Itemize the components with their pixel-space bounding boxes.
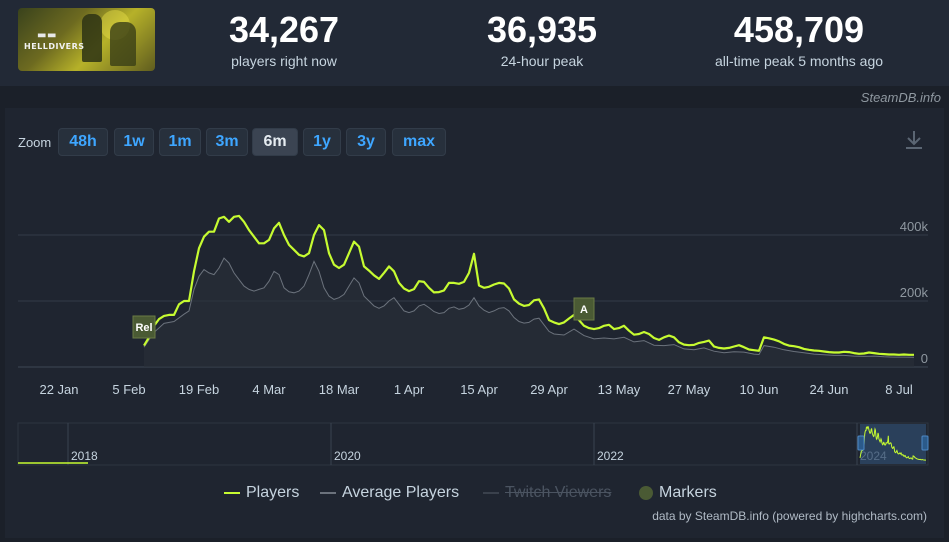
legend-swatch xyxy=(224,492,240,494)
stat-all-time-peak: 458,709 all-time peak 5 months ago xyxy=(690,10,908,70)
chart-markers: Rel A xyxy=(132,297,595,339)
logo-mark-icon: ▬▬ xyxy=(37,30,57,41)
navigator-year-label: 2018 xyxy=(71,449,98,463)
thumbnail-figure xyxy=(82,14,102,62)
x-tick-label: 18 Mar xyxy=(319,382,360,397)
marker-box xyxy=(132,315,156,339)
average-area-fill xyxy=(144,258,914,367)
legend-swatch xyxy=(483,492,499,494)
y-tick-label: 400k xyxy=(900,219,929,234)
y-tick-label: 200k xyxy=(900,285,929,300)
average-players-line xyxy=(143,257,915,358)
zoom-label: Zoom xyxy=(18,135,52,150)
stat-value: 36,935 xyxy=(486,9,598,50)
y-axis-ticks: 0 200k 400k xyxy=(900,219,929,366)
x-tick-label: 4 Mar xyxy=(252,382,286,397)
x-tick-label: 10 Jun xyxy=(739,382,778,397)
x-tick-label: 1 Apr xyxy=(394,382,425,397)
marker-label: Rel xyxy=(135,322,152,334)
navigator-year-label: 2020 xyxy=(334,449,361,463)
stat-label: 24-hour peak xyxy=(500,53,584,69)
range-navigator[interactable]: 2018202020222024 xyxy=(17,422,929,466)
stat-label: all-time peak 5 months ago xyxy=(714,53,884,69)
zoom-48h-button[interactable]: 48h xyxy=(58,128,108,156)
legend-label: Players xyxy=(246,484,300,501)
navigator-mini-line xyxy=(859,425,926,461)
stat-label: players right now xyxy=(231,53,337,69)
zoom-1m-button[interactable]: 1m xyxy=(159,128,201,156)
x-tick-label: 24 Jun xyxy=(809,382,848,397)
y-tick-label: 0 xyxy=(921,351,928,366)
legend-markers[interactable]: Markers xyxy=(639,484,717,502)
zoom-3y-button[interactable]: 3y xyxy=(346,128,386,156)
x-tick-label: 22 Jan xyxy=(39,382,78,397)
x-tick-label: 13 May xyxy=(598,382,641,397)
game-logo: ▬▬ HELLDIVERS xyxy=(24,30,85,51)
legend-label: Markers xyxy=(659,484,717,501)
zoom-1y-button[interactable]: 1y xyxy=(303,128,341,156)
stat-players-now: 34,267 players right now xyxy=(190,10,378,70)
highcharts-credit[interactable]: data by SteamDB.info (powered by highcha… xyxy=(652,509,927,523)
zoom-max-button[interactable]: max xyxy=(392,128,446,156)
download-icon[interactable] xyxy=(902,128,926,152)
legend-players[interactable]: Players xyxy=(224,484,299,502)
marker-a[interactable]: A xyxy=(573,297,595,321)
thumbnail-figure xyxy=(110,22,136,66)
game-thumbnail[interactable]: ▬▬ HELLDIVERS xyxy=(18,8,155,71)
marker-label: A xyxy=(580,304,588,316)
stat-24h-peak: 36,935 24-hour peak xyxy=(448,10,636,70)
legend-average-players[interactable]: Average Players xyxy=(320,484,459,502)
stat-value: 458,709 xyxy=(733,9,865,50)
stats-header: ▬▬ HELLDIVERS 34,267 players right now 36… xyxy=(0,0,949,86)
navigator-year-label: 2022 xyxy=(597,449,624,463)
x-tick-label: 8 Jul xyxy=(885,382,913,397)
marker-box xyxy=(573,297,595,321)
chart-series xyxy=(143,214,915,358)
steamdb-credit-link[interactable]: SteamDB.info xyxy=(860,90,941,105)
zoom-3m-button[interactable]: 3m xyxy=(206,128,248,156)
x-tick-label: 15 Apr xyxy=(460,382,498,397)
legend-label: Average Players xyxy=(342,484,460,501)
zoom-1w-button[interactable]: 1w xyxy=(114,128,154,156)
x-tick-label: 27 May xyxy=(668,382,711,397)
x-tick-label: 29 Apr xyxy=(530,382,568,397)
average-players-area xyxy=(144,258,914,367)
legend-twitch-viewers[interactable]: Twitch Viewers xyxy=(483,484,611,502)
x-tick-label: 5 Feb xyxy=(112,382,145,397)
legend-swatch xyxy=(320,492,336,494)
stat-value: 34,267 xyxy=(228,9,340,50)
legend-label: Twitch Viewers xyxy=(505,484,612,501)
navigator-handle-right[interactable] xyxy=(921,435,929,451)
zoom-6m-button[interactable]: 6m xyxy=(252,128,298,156)
x-axis-ticks: 22 Jan 5 Feb 19 Feb 4 Mar 18 Mar 1 Apr 15 Apr 2… xyxy=(39,382,912,397)
navigator-track xyxy=(17,422,929,466)
marker-rel[interactable]: Rel xyxy=(132,315,156,339)
players-line xyxy=(143,214,914,356)
x-tick-label: 19 Feb xyxy=(179,382,219,397)
navigator-handle-left[interactable] xyxy=(857,435,865,451)
legend-marker-dot xyxy=(639,486,653,500)
